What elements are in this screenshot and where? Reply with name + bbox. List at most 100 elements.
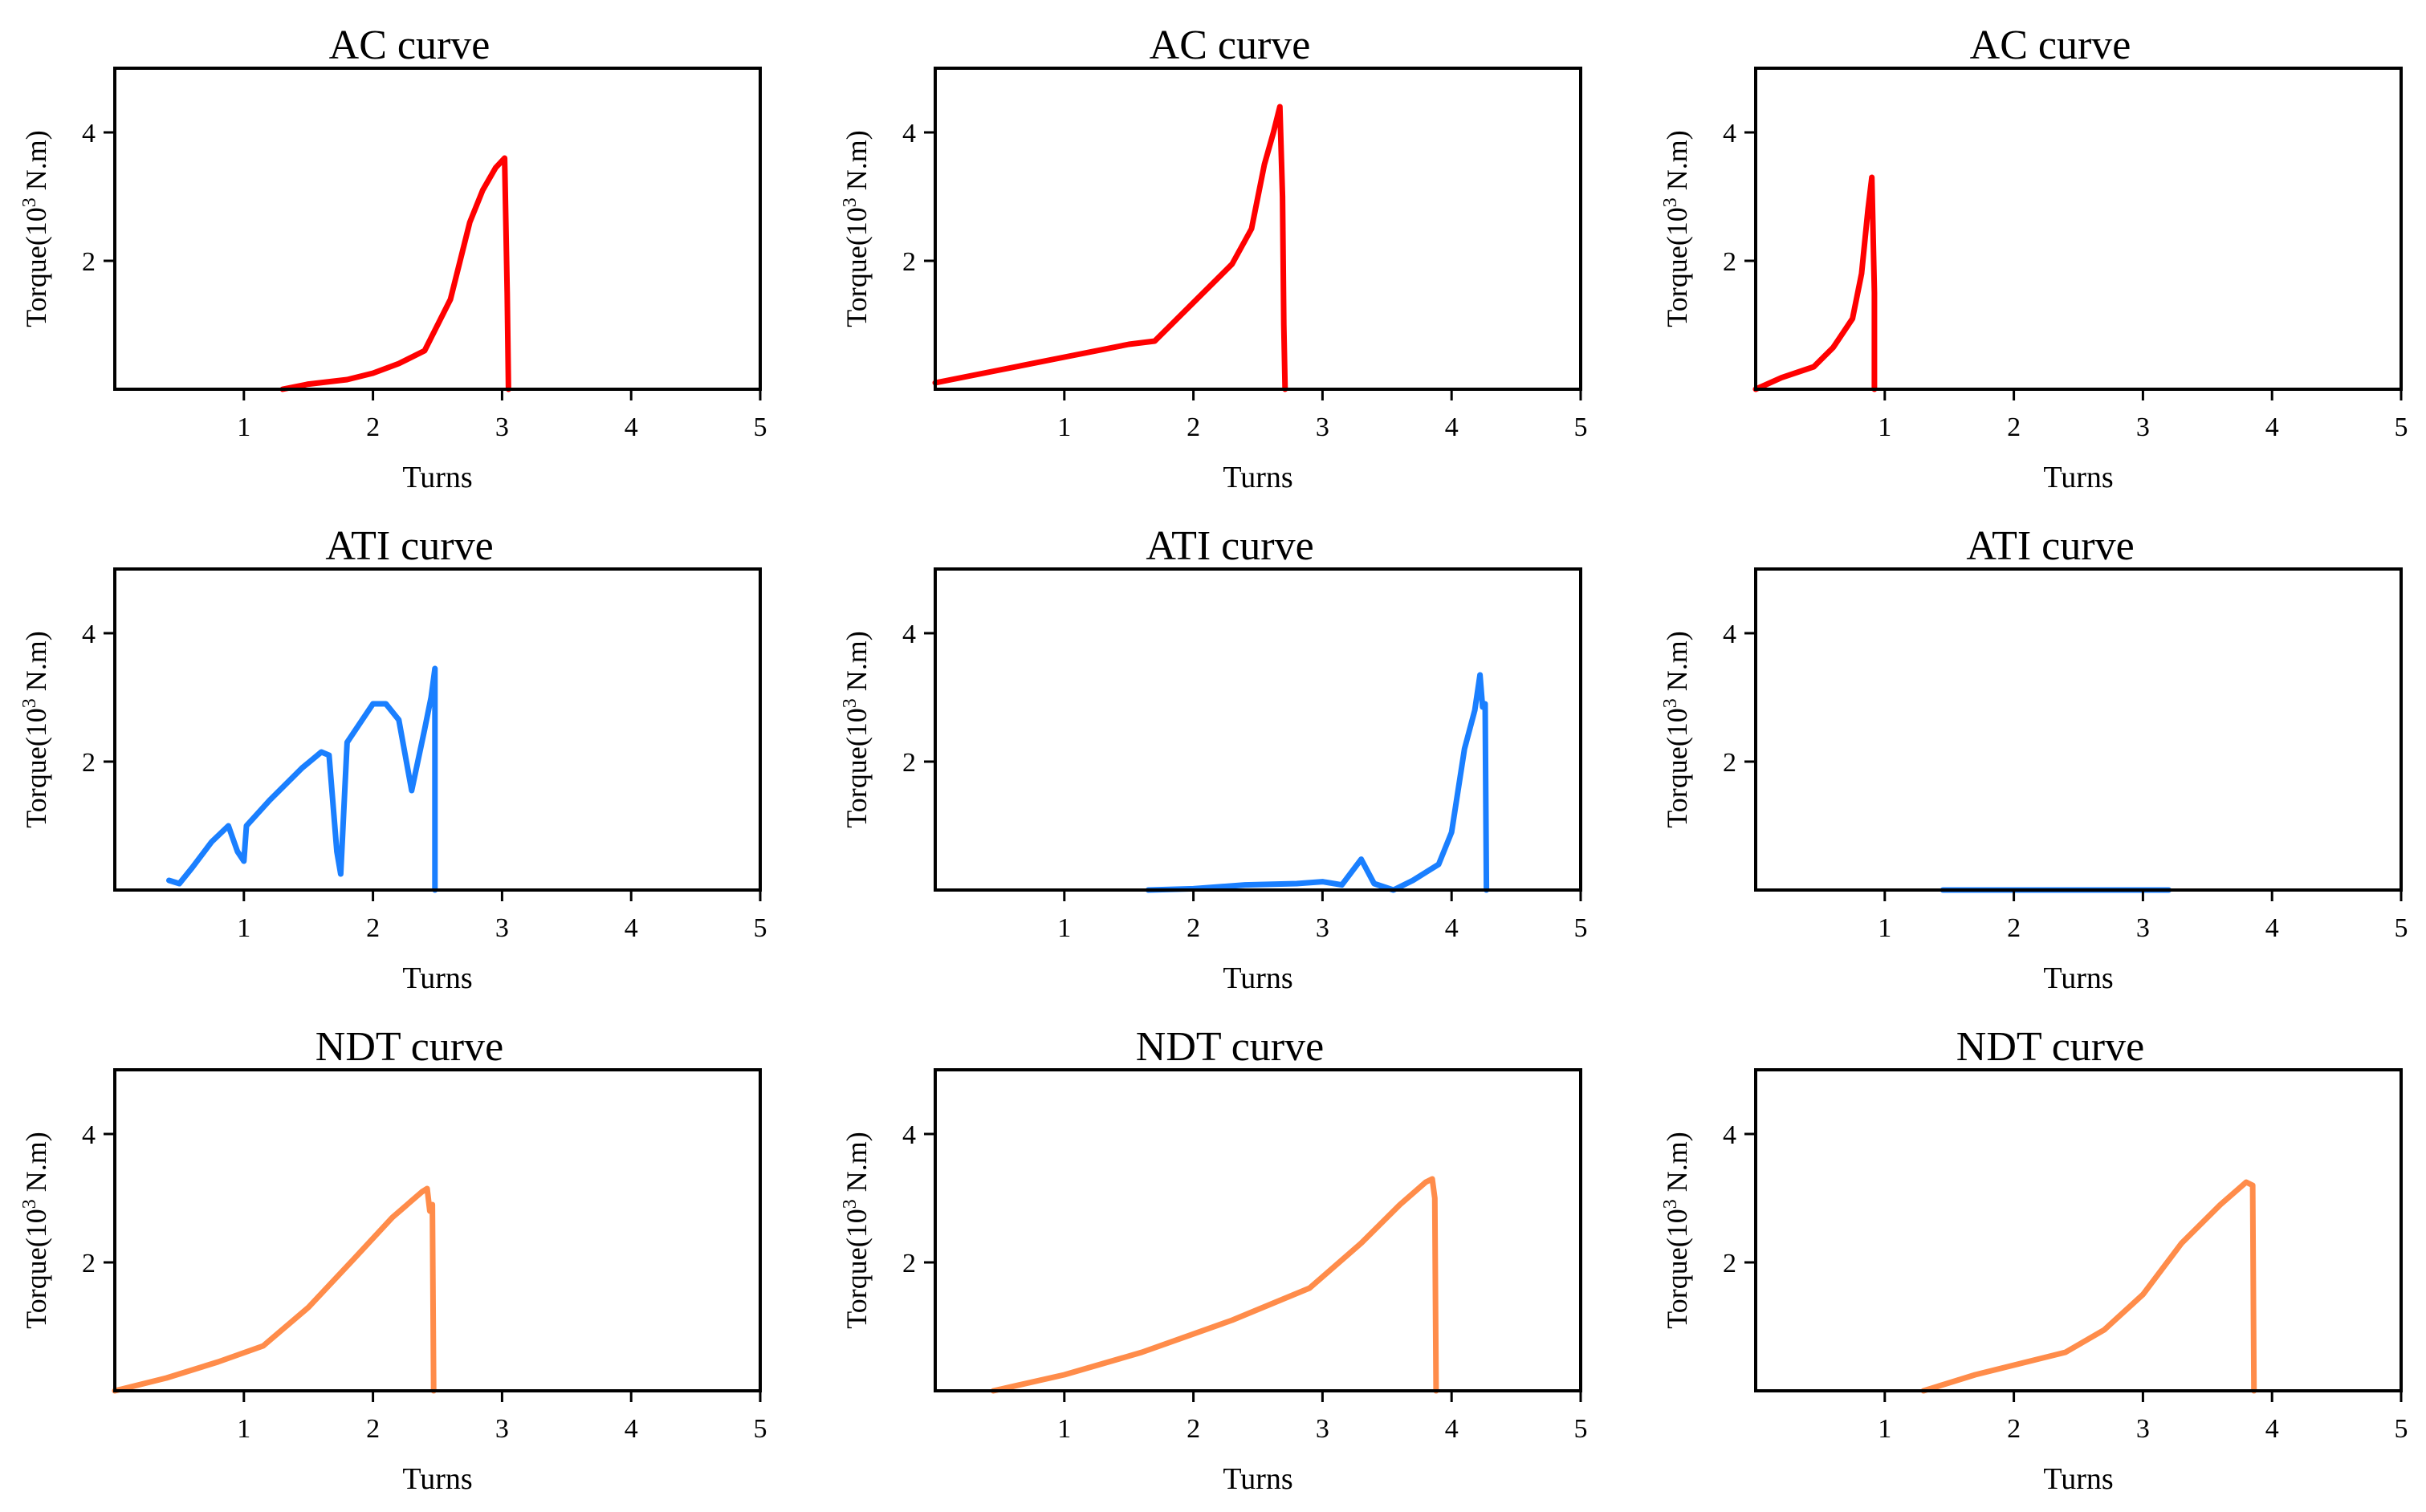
x-tick-label: 1: [237, 1414, 250, 1444]
x-tick-label: 3: [2136, 1414, 2150, 1444]
chart-title: AC curve: [329, 22, 490, 68]
series-line-1: [1145, 672, 1490, 893]
plot-frame: [113, 1068, 762, 1392]
plot-frame: [1754, 67, 2403, 391]
series-line-1: [279, 155, 511, 392]
x-tick-label: 1: [1057, 413, 1071, 442]
x-tick-label: 4: [1445, 913, 1459, 943]
x-tick-label: 2: [1187, 413, 1200, 442]
x-tick-label: 1: [1878, 413, 1891, 442]
y-axis-label: Torque(103 N.m): [1660, 1132, 1693, 1328]
plot-frame: [934, 567, 1582, 892]
series-line-1: [990, 1176, 1439, 1394]
x-axis-label: Turns: [2043, 961, 2113, 995]
plot-frame: [934, 67, 1582, 391]
x-tick-label: 4: [1445, 1414, 1459, 1444]
y-tick-label: 2: [902, 748, 916, 778]
y-tick-label: 2: [82, 247, 96, 277]
x-tick-label: 5: [1574, 1414, 1588, 1444]
x-tick-label: 5: [754, 413, 767, 442]
y-axis-label: Torque(103 N.m): [19, 130, 52, 327]
subplot-5: 1 2 3 4 5 2 4 ATI curve Turns Torque(103 N.m): [840, 523, 1588, 995]
plot-frame: [1754, 1068, 2403, 1392]
series-line-1: [932, 104, 1288, 392]
x-tick-label: 4: [625, 1414, 638, 1444]
y-axis-label: Torque(103 N.m): [19, 1132, 52, 1328]
x-axis-label: Turns: [402, 461, 472, 494]
subplot-4: 1 2 3 4 5 2 4 ATI curve Turns Torque(103 N.m): [19, 523, 767, 995]
x-tick-label: 3: [495, 1414, 509, 1444]
x-tick-label: 4: [625, 413, 638, 442]
chart-title: AC curve: [1150, 22, 1311, 68]
y-tick-label: 4: [82, 620, 96, 649]
x-tick-label: 2: [1187, 913, 1200, 943]
x-tick-label: 4: [2265, 413, 2279, 442]
subplot-6: 1 2 3 4 5 2 4 ATI curve Turns Torque(103 N.m): [1660, 523, 2408, 995]
x-tick-label: 5: [2395, 1414, 2408, 1444]
x-tick-label: 3: [1316, 413, 1329, 442]
x-tick-label: 4: [2265, 913, 2279, 943]
x-tick-label: 5: [1574, 413, 1588, 442]
x-tick-label: 3: [1316, 913, 1329, 943]
y-tick-label: 4: [82, 119, 96, 148]
y-tick-label: 4: [1723, 119, 1736, 148]
x-tick-label: 5: [2395, 413, 2408, 442]
y-axis-label: Torque(103 N.m): [840, 631, 873, 827]
y-tick-label: 2: [82, 748, 96, 778]
y-tick-label: 4: [82, 1120, 96, 1150]
x-tick-label: 2: [366, 1414, 380, 1444]
x-tick-label: 4: [625, 913, 638, 943]
subplot-8: 1 2 3 4 5 2 4 NDT curve Turns Torque(103 N.m): [840, 1024, 1588, 1496]
subplot-3: 1 2 3 4 5 2 4 AC curve Turns Torque(103 N.m): [1660, 22, 2408, 494]
subplot-9: 1 2 3 4 5 2 4 NDT curve Turns Torque(103 N.m): [1660, 1024, 2408, 1496]
x-tick-label: 3: [2136, 913, 2150, 943]
y-tick-label: 2: [82, 1249, 96, 1278]
x-axis-label: Turns: [402, 961, 472, 995]
x-tick-label: 5: [1574, 913, 1588, 943]
y-tick-label: 4: [1723, 620, 1736, 649]
x-axis-label: Turns: [2043, 461, 2113, 494]
chart-title: NDT curve: [1956, 1024, 2144, 1070]
y-axis-label: Torque(103 N.m): [840, 130, 873, 327]
subplot-2: 1 2 3 4 5 2 4 AC curve Turns Torque(103 N.m): [840, 22, 1588, 494]
x-tick-label: 3: [495, 913, 509, 943]
x-tick-label: 1: [1878, 1414, 1891, 1444]
x-axis-label: Turns: [2043, 1462, 2113, 1496]
y-tick-label: 4: [902, 1120, 916, 1150]
chart-title: NDT curve: [315, 1024, 503, 1070]
x-tick-label: 2: [2007, 913, 2021, 943]
x-tick-label: 3: [2136, 413, 2150, 442]
y-tick-label: 4: [1723, 1120, 1736, 1150]
plot-frame: [113, 567, 762, 892]
x-tick-label: 2: [2007, 1414, 2021, 1444]
series-line-1: [1752, 174, 1878, 392]
x-tick-label: 5: [754, 913, 767, 943]
subplot-1: 1 2 3 4 5 2 4 AC curve Turns Torque(103 N.m): [19, 22, 767, 494]
y-axis-label: Torque(103 N.m): [1660, 130, 1693, 327]
x-tick-label: 5: [2395, 913, 2408, 943]
plot-frame: [1754, 567, 2403, 892]
x-tick-label: 4: [2265, 1414, 2279, 1444]
x-tick-label: 1: [237, 913, 250, 943]
x-tick-label: 1: [237, 413, 250, 442]
x-tick-label: 3: [495, 413, 509, 442]
x-axis-label: Turns: [1223, 1462, 1292, 1496]
y-tick-label: 2: [1723, 748, 1736, 778]
y-axis-label: Torque(103 N.m): [1660, 631, 1693, 827]
y-axis-label: Torque(103 N.m): [840, 1132, 873, 1328]
x-tick-label: 3: [1316, 1414, 1329, 1444]
x-tick-label: 4: [1445, 413, 1459, 442]
x-tick-label: 1: [1878, 913, 1891, 943]
x-tick-label: 5: [754, 1414, 767, 1444]
series-line-1: [166, 665, 438, 893]
chart-title: AC curve: [1970, 22, 2131, 68]
y-tick-label: 2: [902, 247, 916, 277]
plot-frame: [113, 67, 762, 391]
chart-title: ATI curve: [325, 523, 493, 569]
x-tick-label: 1: [1057, 1414, 1071, 1444]
subplot-7: 1 2 3 4 5 2 4 NDT curve Turns Torque(103 N.m): [19, 1024, 767, 1496]
x-tick-label: 2: [1187, 1414, 1200, 1444]
x-axis-label: Turns: [402, 1462, 472, 1496]
